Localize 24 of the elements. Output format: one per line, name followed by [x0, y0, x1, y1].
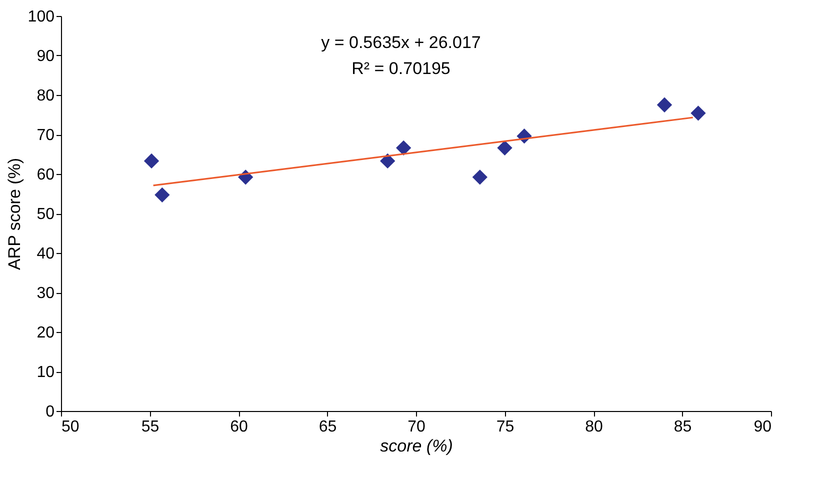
- annotation: R² = 0.70195: [352, 59, 450, 78]
- y-tick-label: 30: [36, 285, 55, 302]
- y-tick-label: 0: [46, 404, 55, 420]
- y-axis-title: ARP score (%): [4, 158, 24, 270]
- x-tick-label: 70: [408, 418, 426, 436]
- annotation: y = 0.5635x + 26.017: [321, 33, 481, 52]
- x-tick-label: 75: [496, 418, 514, 436]
- x-tick-label: 50: [62, 418, 80, 436]
- x-tick-label: 55: [141, 418, 160, 436]
- x-tick-label: 65: [318, 418, 337, 436]
- y-tick-label: 60: [36, 166, 55, 184]
- y-tick-label: 50: [36, 206, 55, 223]
- x-tick-label: 80: [585, 418, 603, 436]
- x-axis-title: score (%): [380, 436, 453, 456]
- y-tick-label: 20: [36, 324, 55, 342]
- y-tick-label: 10: [36, 364, 55, 381]
- y-tick-label: 40: [36, 246, 55, 262]
- y-tick-label: 80: [36, 88, 55, 104]
- x-tick-label: 60: [230, 418, 248, 436]
- x-tick-label: 85: [674, 418, 692, 436]
- y-tick-label: 100: [28, 8, 55, 26]
- y-tick-label: 70: [36, 127, 55, 144]
- x-tick-label: 90: [754, 418, 772, 436]
- y-tick-label: 90: [36, 48, 55, 65]
